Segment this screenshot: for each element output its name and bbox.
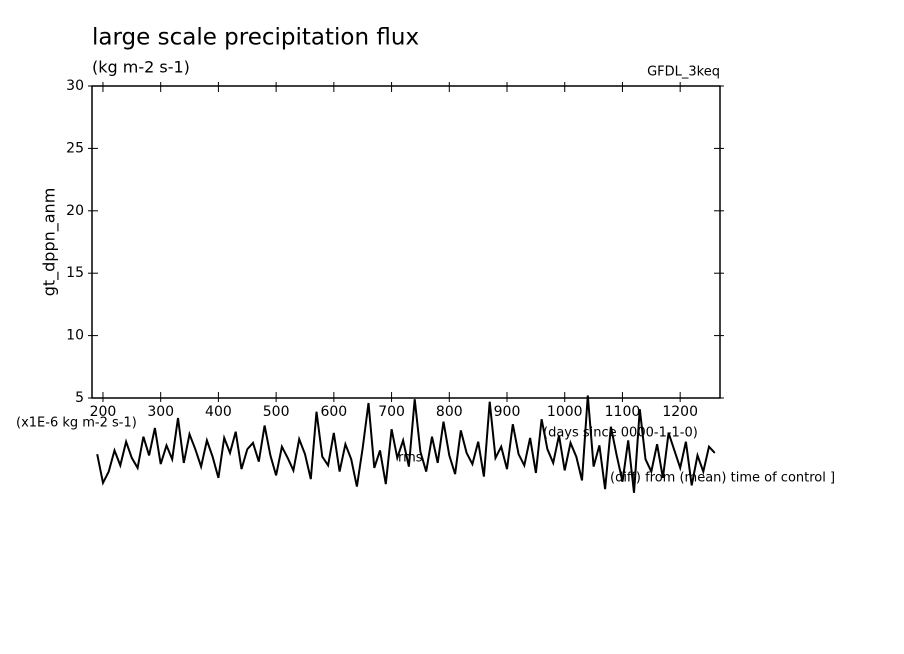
y-tick-label: 30: [66, 78, 84, 94]
x-tick-label: 1200: [662, 404, 698, 420]
x-tick-label: 200: [90, 404, 117, 420]
y-tick-label: 5: [75, 390, 84, 406]
x-tick-label: 1000: [547, 404, 583, 420]
x-tick-label: 1100: [605, 404, 641, 420]
y-tick-label: 25: [66, 140, 84, 156]
x-tick-label: 500: [263, 404, 290, 420]
y-tick-label: 20: [66, 203, 84, 219]
y-units: (x1E-6 kg m-2 s-1): [16, 416, 137, 431]
y-tick-label: 15: [66, 265, 84, 281]
chart-title: large scale precipitation flux: [92, 25, 419, 51]
x-tick-label: 400: [205, 404, 232, 420]
plot-frame: [91, 85, 721, 399]
y-tick-label: 10: [66, 328, 84, 344]
y-axis-label: gt_dppn_anm: [40, 188, 60, 297]
x-tick-label: 300: [147, 404, 174, 420]
data-line: [96, 395, 716, 493]
annotation: GFDL_3keq: [647, 65, 720, 80]
x-tick-label: 800: [436, 404, 463, 420]
note: (diff) from (mean) time of control ]: [610, 471, 835, 486]
x-axis-label: (days since 0000-1-1-0): [543, 426, 698, 441]
x-tick-label: 900: [494, 404, 521, 420]
x-tick-label: 600: [320, 404, 347, 420]
x-tick-label: 700: [378, 404, 405, 420]
chart-subtitle: (kg m-2 s-1): [92, 58, 190, 77]
